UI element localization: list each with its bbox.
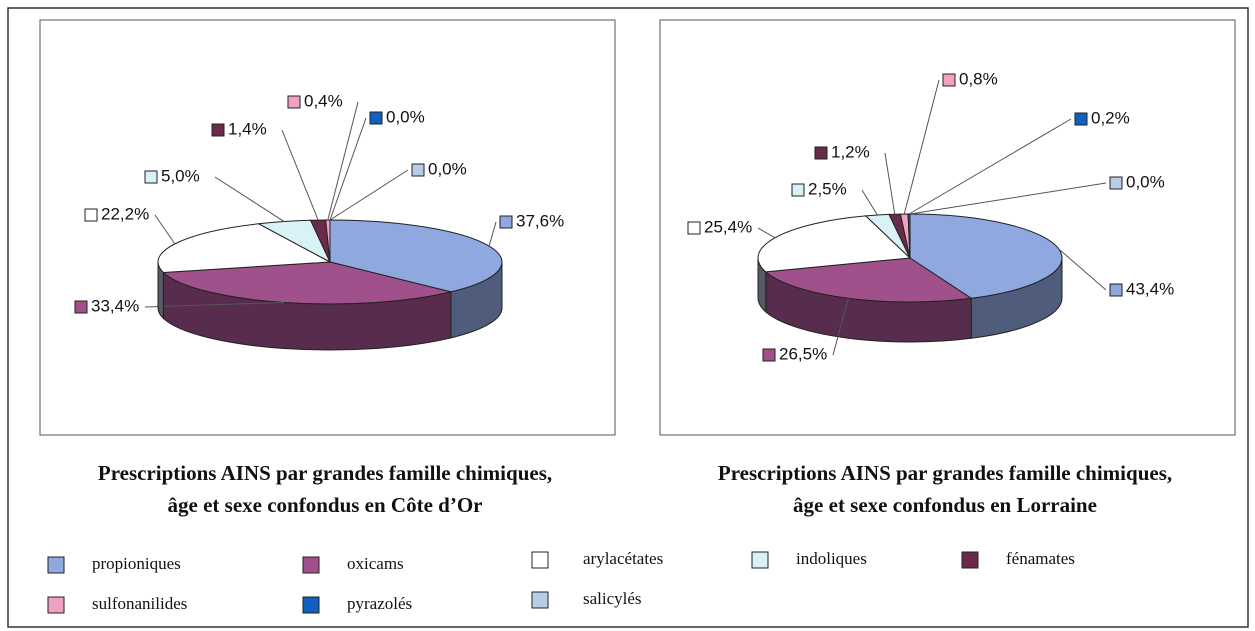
leader-line <box>329 169 409 221</box>
label-swatch <box>942 73 956 87</box>
leader-line <box>908 118 1072 215</box>
value-label: 26,5% <box>779 344 827 363</box>
label-swatch <box>762 348 776 362</box>
leader-line <box>154 214 176 245</box>
leader-line <box>884 152 896 215</box>
value-label: 1,4% <box>228 119 267 138</box>
legend-swatch <box>531 591 549 609</box>
leader-line <box>909 182 1107 215</box>
legend-label: sulfonanilides <box>92 594 187 613</box>
chart-subtitle: âge et sexe confondus en Côte d’Or <box>168 493 483 517</box>
label-swatch <box>1109 283 1123 297</box>
value-label: 0,8% <box>959 69 998 88</box>
slice-top <box>764 257 973 303</box>
chart-title: Prescriptions AINS par grandes famille c… <box>718 461 1172 485</box>
label-swatch <box>144 170 158 184</box>
slice-top <box>909 213 1063 299</box>
chart-box <box>659 19 1236 436</box>
label-swatch <box>287 95 301 109</box>
value-label: 25,4% <box>704 217 752 236</box>
label-swatch <box>687 221 701 235</box>
leader-line <box>861 189 878 216</box>
leader-line <box>488 221 497 247</box>
legend-label: salicylés <box>583 589 642 608</box>
legend-swatch <box>302 556 320 574</box>
legend-swatch <box>302 596 320 614</box>
label-swatch <box>84 208 98 222</box>
label-swatch <box>1074 112 1088 126</box>
legend-label: oxicams <box>347 554 404 573</box>
value-label: 0,0% <box>428 159 467 178</box>
value-label: 1,2% <box>831 142 870 161</box>
leader-line <box>214 176 285 222</box>
label-swatch <box>499 215 513 229</box>
value-label: 43,4% <box>1126 279 1174 298</box>
label-swatch <box>411 163 425 177</box>
value-label: 5,0% <box>161 166 200 185</box>
value-label: 37,6% <box>516 211 564 230</box>
legend-label: pyrazolés <box>347 594 412 613</box>
leader-line <box>281 129 319 221</box>
legend-swatch <box>531 551 549 569</box>
pie-slice <box>329 219 503 339</box>
label-swatch <box>74 300 88 314</box>
label-swatch <box>791 183 805 197</box>
slice-top <box>162 261 451 305</box>
leader-line <box>903 79 940 215</box>
chart-subtitle: âge et sexe confondus en Lorraine <box>793 493 1097 517</box>
value-label: 2,5% <box>808 179 847 198</box>
value-label: 0,2% <box>1091 108 1130 127</box>
legend-swatch <box>961 551 979 569</box>
label-swatch <box>369 111 383 125</box>
slice-top <box>157 223 332 273</box>
value-label: 33,4% <box>91 296 139 315</box>
legend-label: fénamates <box>1006 549 1075 568</box>
legend-swatch <box>47 556 65 574</box>
chart-title: Prescriptions AINS par grandes famille c… <box>98 461 552 485</box>
label-swatch <box>1109 176 1123 190</box>
value-label: 0,0% <box>1126 172 1165 191</box>
legend-label: arylacétates <box>583 549 663 568</box>
label-swatch <box>211 123 225 137</box>
value-label: 0,0% <box>386 107 425 126</box>
label-swatch <box>814 146 828 160</box>
leader-line <box>757 227 776 239</box>
value-label: 22,2% <box>101 204 149 223</box>
leader-line <box>144 301 285 308</box>
slice-top <box>757 215 912 273</box>
leader-line <box>1058 248 1107 291</box>
legend-swatch <box>751 551 769 569</box>
legend-label: indoliques <box>796 549 867 568</box>
frame <box>7 7 1249 628</box>
slice-top <box>329 219 503 293</box>
value-label: 0,4% <box>304 91 343 110</box>
chart-box <box>39 19 616 436</box>
legend-swatch <box>47 596 65 614</box>
leader-line <box>329 117 367 221</box>
pie-slice <box>757 215 912 313</box>
pie-slice <box>157 223 332 320</box>
legend-label: propioniques <box>92 554 181 573</box>
leader-line <box>832 298 849 356</box>
leader-line <box>327 101 359 221</box>
